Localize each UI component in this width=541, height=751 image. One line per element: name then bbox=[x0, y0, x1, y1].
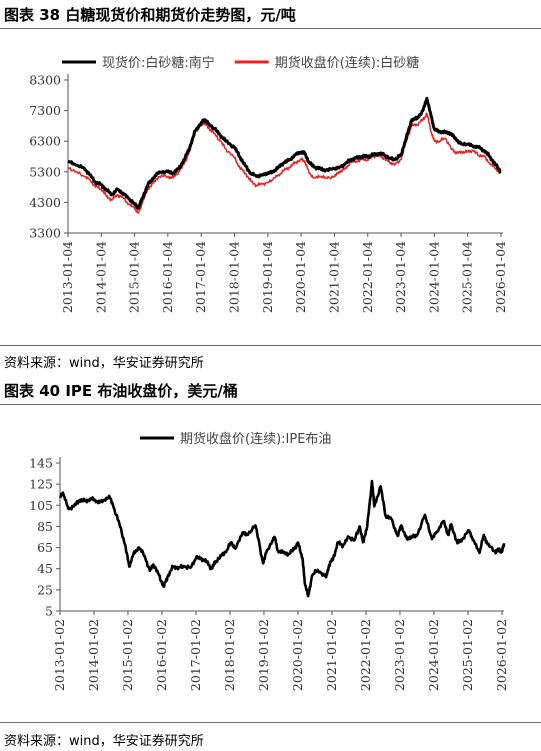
sugar-x-tick-label-3: 2016-01-04 bbox=[160, 241, 175, 313]
brent-x-tick-label-5: 2018-01-02 bbox=[222, 619, 237, 691]
brent-x-tick-label-12: 2025-01-02 bbox=[460, 619, 475, 691]
brent-y-tick-label-0: 145 bbox=[29, 456, 53, 471]
brent-y-tick-label-6: 25 bbox=[37, 582, 53, 597]
brent-x-tick-label-8: 2021-01-02 bbox=[324, 619, 339, 691]
source-note-2: 资料来源：wind，华安证券研究所 bbox=[4, 734, 204, 749]
figure-title-2: 图表 40 IPE 布油收盘价，美元/桶 bbox=[4, 382, 238, 400]
sugar-series-line-0 bbox=[67, 96, 502, 210]
brent-oil-chart: 期货收盘价(连续):IPE布油 145 125 105 85 65 45 25 52013-01… bbox=[29, 431, 509, 691]
brent-series-line-0 bbox=[58, 479, 506, 598]
source-rule-1 bbox=[0, 345, 541, 346]
sugar-x-tick-label-12: 2025-01-04 bbox=[460, 241, 475, 313]
sugar-x-tick-label-2: 2015-01-04 bbox=[127, 241, 142, 313]
sugar-price-chart: 现货价:白砂糖:南宁 期货收盘价(连续):白砂糖 8300 7300 6300 5300 4… bbox=[29, 55, 508, 313]
brent-y-tick-label-3: 85 bbox=[37, 519, 53, 534]
title-rule-2 bbox=[0, 404, 541, 405]
brent-y-tick-label-2: 105 bbox=[29, 498, 53, 513]
brent-x-tick-label-11: 2024-01-02 bbox=[426, 619, 441, 691]
sugar-x-tick-label-7: 2020-01-04 bbox=[293, 241, 308, 313]
sugar-x-tick-label-6: 2019-01-04 bbox=[260, 241, 275, 313]
sugar-x-tick-label-10: 2023-01-04 bbox=[393, 241, 408, 313]
sugar-legend-label-1: 期货收盘价(连续):白砂糖 bbox=[275, 55, 420, 71]
sugar-x-tick-label-5: 2018-01-04 bbox=[227, 241, 242, 313]
sugar-y-tick-label-3: 5300 bbox=[29, 164, 61, 179]
brent-x-tick-label-4: 2017-01-02 bbox=[188, 619, 203, 691]
sugar-legend-label-0: 现货价:白砂糖:南宁 bbox=[102, 55, 215, 71]
sugar-y-tick-label-0: 8300 bbox=[29, 73, 61, 88]
sugar-x-tick-label-13: 2026-01-04 bbox=[493, 241, 508, 313]
sugar-x-tick-label-1: 2014-01-04 bbox=[93, 241, 108, 313]
brent-y-tick-label-7: 5 bbox=[45, 604, 53, 619]
sugar-y-tick-label-4: 4300 bbox=[29, 195, 61, 210]
figure-title-1: 图表 38 白糖现货价和期货价走势图，元/吨 bbox=[4, 6, 296, 24]
sugar-y-tick-label-5: 3300 bbox=[29, 226, 61, 241]
sugar-y-tick-label-1: 7300 bbox=[29, 103, 61, 118]
sugar-series-line-1 bbox=[67, 112, 502, 214]
sugar-x-tick-label-8: 2021-01-04 bbox=[326, 241, 341, 313]
brent-legend-label-0: 期货收盘价(连续):IPE布油 bbox=[180, 431, 331, 447]
brent-x-tick-label-6: 2019-01-02 bbox=[256, 619, 271, 691]
brent-x-tick-label-3: 2016-01-02 bbox=[154, 619, 169, 691]
brent-y-tick-label-4: 65 bbox=[37, 540, 53, 555]
brent-x-tick-label-13: 2026-01-02 bbox=[494, 619, 509, 691]
brent-x-tick-label-7: 2020-01-02 bbox=[290, 619, 305, 691]
sugar-x-tick-label-0: 2013-01-04 bbox=[60, 241, 75, 313]
source-rule-2 bbox=[0, 722, 541, 723]
brent-x-tick-label-10: 2023-01-02 bbox=[392, 619, 407, 691]
brent-x-tick-label-9: 2022-01-02 bbox=[358, 619, 373, 691]
source-note-1: 资料来源：wind，华安证券研究所 bbox=[4, 356, 204, 371]
sugar-y-tick-label-2: 6300 bbox=[29, 134, 61, 149]
brent-x-tick-label-0: 2013-01-02 bbox=[52, 619, 67, 691]
brent-x-tick-label-1: 2014-01-02 bbox=[86, 619, 101, 691]
brent-x-tick-label-2: 2015-01-02 bbox=[120, 619, 135, 691]
sugar-x-tick-label-11: 2024-01-04 bbox=[426, 241, 441, 313]
sugar-x-tick-label-4: 2017-01-04 bbox=[193, 241, 208, 313]
brent-y-tick-label-1: 125 bbox=[29, 477, 53, 492]
title-rule-1 bbox=[0, 28, 541, 29]
sugar-x-tick-label-9: 2022-01-04 bbox=[360, 241, 375, 313]
brent-y-tick-label-5: 45 bbox=[37, 561, 53, 576]
